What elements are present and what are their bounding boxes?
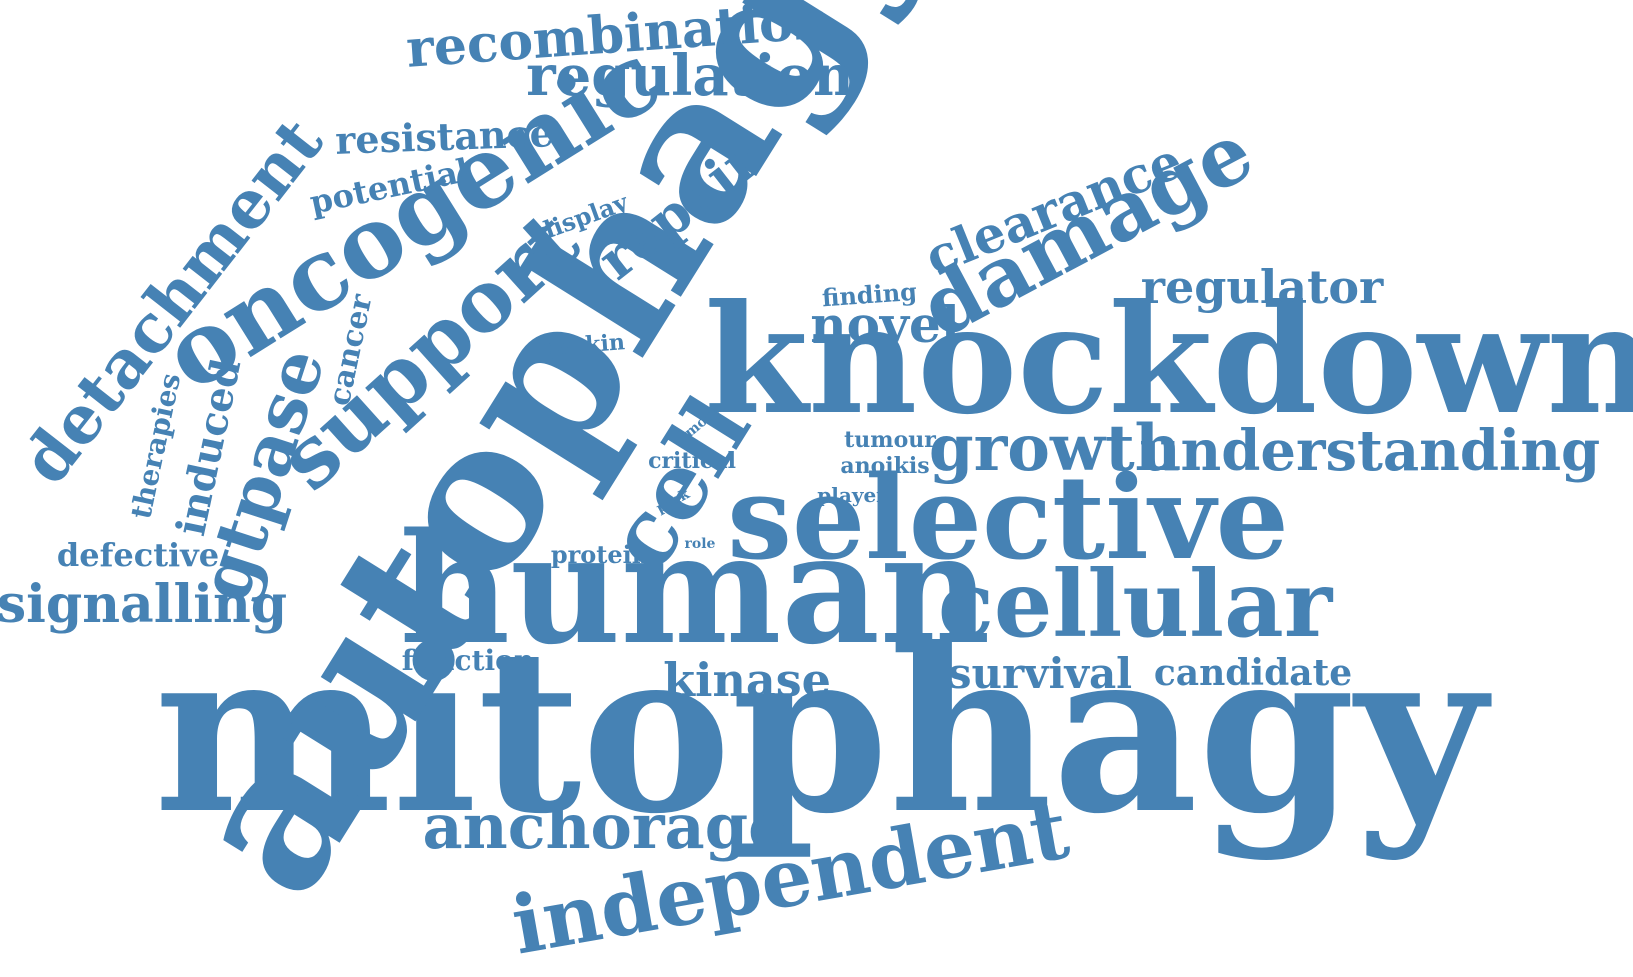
word-finding: finding [821,277,918,313]
word-growth: growth [929,411,1181,486]
word-player: player [817,483,887,507]
word-defective: defective [57,536,219,574]
word-critical: critical [648,448,736,474]
word-parkin: parkin [543,329,625,361]
word-selective: selective [727,451,1289,586]
word-cellular: cellular [938,550,1334,658]
word-function: function [402,644,534,677]
word-tumour: tumour [844,427,936,453]
word-anchorage: anchorage [422,790,787,863]
word-anoikis: anoikis [840,453,929,479]
word-regulation: regulation [526,43,854,109]
word-role: role [685,536,716,552]
word-understanding: understanding [1140,418,1600,484]
word-regulator: regulator [1141,260,1384,314]
word-kinase: kinase [663,653,831,707]
word-signalling: signalling [0,574,287,635]
word-knockdown: knockdown [704,272,1633,448]
word-protein: protein [551,540,649,569]
word-survival: survival [948,649,1132,698]
word-novel: novel [810,295,960,354]
word-candidate: candidate [1154,652,1352,694]
word-human: human [400,499,991,678]
word-mitophagy: mitophagy [154,600,1493,864]
word-resistance: resistance [335,110,555,163]
